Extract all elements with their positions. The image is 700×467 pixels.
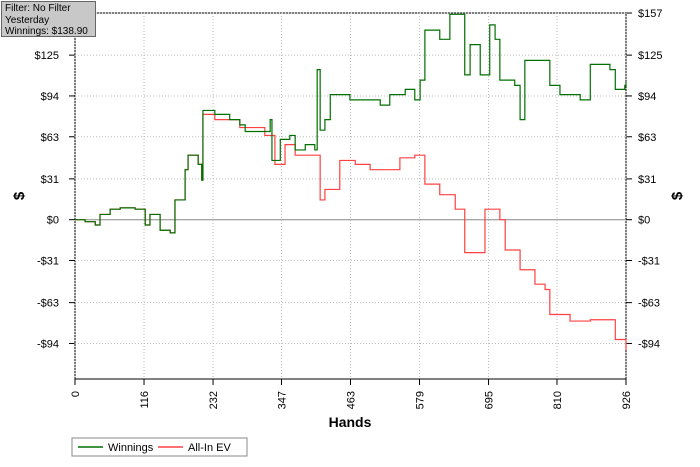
y-tick-label: $31 — [41, 174, 59, 186]
x-tick-label: 695 — [484, 391, 496, 409]
y2-tick-label: $63 — [638, 132, 656, 144]
x-tick-label: 810 — [552, 391, 564, 409]
series-line — [75, 13, 627, 234]
y-tick-label: -$31 — [37, 256, 59, 268]
legend-label: Winnings — [108, 442, 154, 454]
filter-text: Filter: No Filter — [5, 3, 71, 14]
x-tick-label: 232 — [208, 391, 220, 409]
filter-box: Filter: No Filter Yesterday Winnings: $1… — [1, 1, 96, 37]
x-tick-label: 347 — [276, 391, 288, 409]
y2-axis-label: $ — [669, 191, 686, 200]
y-tick-label: -$94 — [37, 338, 59, 350]
y2-tick-label: $125 — [638, 50, 662, 62]
winnings-text: Winnings: $138.90 — [5, 26, 88, 37]
y-axis-label: $ — [11, 191, 28, 200]
x-axis-label: Hands — [329, 414, 372, 430]
x-tick-label: 926 — [621, 391, 633, 409]
legend-label: All-In EV — [188, 442, 231, 454]
y2-tick-label: $94 — [638, 91, 656, 103]
y2-tick-label: -$31 — [638, 256, 660, 268]
y2-tick-label: $157 — [638, 8, 662, 20]
y2-tick-label: -$63 — [638, 298, 660, 310]
x-tick-label: 579 — [415, 391, 427, 409]
x-tick-label: 116 — [139, 391, 151, 409]
y-tick-label: $94 — [41, 91, 59, 103]
x-tick-label: 463 — [346, 391, 358, 409]
y2-tick-label: -$94 — [638, 338, 660, 350]
y-tick-label: $63 — [41, 132, 59, 144]
period-text: Yesterday — [5, 14, 50, 26]
y-tick-label: -$63 — [37, 298, 59, 310]
y2-tick-label: $31 — [638, 174, 656, 186]
y-tick-label: $0 — [47, 215, 59, 227]
y2-tick-label: $0 — [638, 215, 650, 227]
x-tick-label: 0 — [70, 391, 82, 397]
y-tick-label: $125 — [35, 50, 59, 62]
